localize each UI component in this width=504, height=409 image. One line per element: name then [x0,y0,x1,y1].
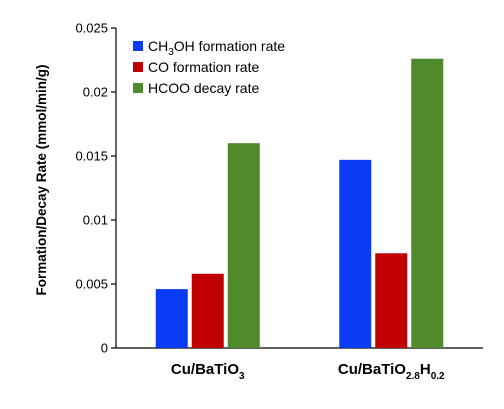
y-tick-label: 0.015 [75,149,108,164]
y-axis-title: Formation/Decay Rate (mmol/min/g) [34,64,49,295]
bar-series-2-category-0 [227,143,260,348]
legend-swatch [133,83,143,93]
y-tick-label: 0.01 [83,213,108,228]
legend-label: CH3OH formation rate [148,38,285,58]
bar-series-0-category-1 [339,159,372,348]
bar-series-0-category-0 [155,289,188,348]
bar-series-1-category-0 [191,273,224,348]
bar-series-1-category-1 [375,253,408,348]
y-tick-label: 0.005 [75,277,108,292]
bar-series-2-category-1 [411,58,444,348]
y-tick-label: 0 [101,341,108,356]
y-axis: 0 0.005 0.01 0.015 0.02 0.025 [75,21,117,356]
y-tick-label: 0.025 [75,21,108,36]
x-category-label: Cu/BaTiO2.8H0.2 [338,361,445,382]
legend-label: CO formation rate [148,59,259,75]
x-category-label: Cu/BaTiO3 [171,361,245,382]
bars [155,58,444,348]
legend-swatch [133,62,143,72]
y-tick-label: 0.02 [83,85,108,100]
legend-label: HCOO decay rate [148,80,259,96]
legend-swatch [133,41,143,51]
x-axis: Cu/BaTiO3 Cu/BaTiO2.8H0.2 [116,347,483,382]
